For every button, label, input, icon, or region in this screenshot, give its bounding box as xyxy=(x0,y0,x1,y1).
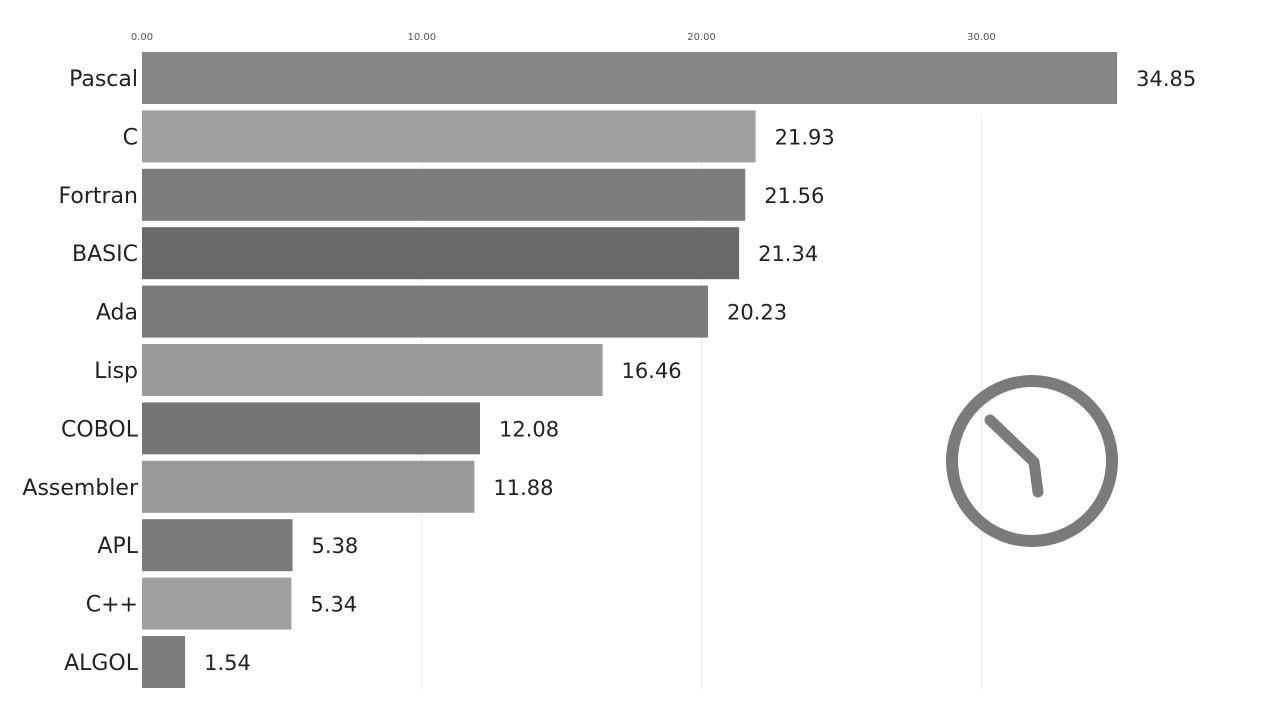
bar-assembler xyxy=(142,460,475,513)
x-tick-label: 20.00 xyxy=(687,32,716,43)
value-label: 16.46 xyxy=(622,359,682,383)
x-axis-ticks: 0.00 10.00 20.00 30.00 xyxy=(131,32,996,43)
category-labels: Pascal C Fortran BASIC Ada Lisp COBOL Assembler… xyxy=(22,67,139,676)
bars xyxy=(142,52,1118,688)
value-label: 1.54 xyxy=(204,651,251,675)
value-label: 21.56 xyxy=(764,184,824,208)
value-label: 20.23 xyxy=(727,301,787,325)
clock-icon xyxy=(946,375,1118,547)
category-label: ALGOL xyxy=(64,651,139,676)
category-label: Ada xyxy=(96,301,138,326)
bar-algol xyxy=(142,636,186,688)
bar-fortran xyxy=(142,168,746,221)
x-tick-label: 10.00 xyxy=(407,32,436,43)
bar-basic xyxy=(142,227,740,280)
bar-cpp xyxy=(142,577,292,630)
value-label: 21.93 xyxy=(775,125,835,149)
category-label: COBOL xyxy=(61,417,139,442)
bar-apl xyxy=(142,519,293,572)
category-label: APL xyxy=(97,534,138,559)
category-label: Pascal xyxy=(69,67,138,92)
value-label: 11.88 xyxy=(493,476,553,500)
category-label: Assembler xyxy=(22,476,139,501)
bar-ada xyxy=(142,285,709,338)
bar-c xyxy=(142,110,756,163)
bar-lisp xyxy=(142,344,603,396)
bar-cobol xyxy=(142,402,480,455)
value-label: 5.38 xyxy=(312,534,359,558)
x-tick-label: 30.00 xyxy=(967,32,996,43)
value-labels: 34.85 21.93 21.56 21.34 20.23 16.46 12.08 11.88… xyxy=(204,67,1196,675)
bar-pascal xyxy=(142,52,1118,104)
value-label: 12.08 xyxy=(499,417,559,441)
category-label: Fortran xyxy=(59,184,138,209)
category-label: C xyxy=(123,125,138,150)
category-label: BASIC xyxy=(72,242,138,267)
value-label: 5.34 xyxy=(310,593,357,617)
category-label: C++ xyxy=(86,593,138,618)
value-label: 34.85 xyxy=(1136,67,1196,91)
value-label: 21.34 xyxy=(758,242,818,266)
category-label: Lisp xyxy=(94,359,138,384)
x-tick-label: 0.00 xyxy=(131,32,153,43)
